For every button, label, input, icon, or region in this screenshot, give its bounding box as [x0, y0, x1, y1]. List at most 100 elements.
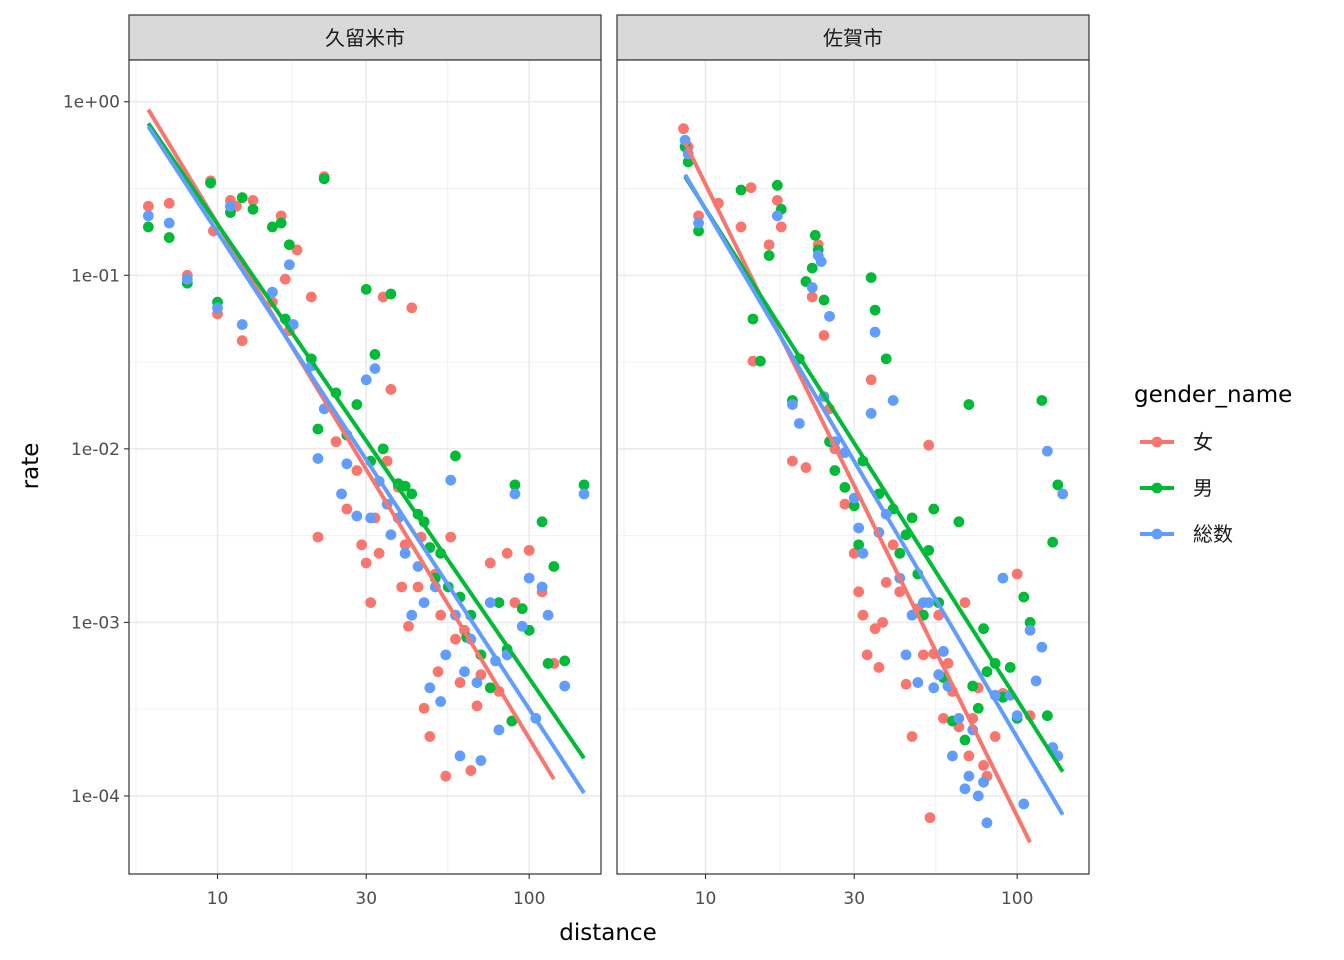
data-point — [247, 203, 259, 215]
data-point — [1041, 710, 1053, 722]
data-point — [924, 812, 936, 824]
data-point — [857, 547, 869, 559]
y-tick-label: 1e-03 — [71, 613, 120, 633]
data-point — [912, 677, 924, 688]
data-point — [771, 210, 783, 222]
data-point — [396, 581, 408, 593]
data-point — [142, 210, 154, 222]
trend-line — [146, 122, 586, 760]
legend-key-point — [1151, 482, 1163, 494]
data-point — [142, 221, 154, 233]
data-point — [336, 488, 347, 500]
data-point — [424, 682, 436, 694]
data-point — [678, 123, 689, 135]
data-point — [829, 465, 841, 476]
data-point — [484, 597, 496, 609]
data-point — [578, 479, 590, 491]
data-point — [351, 510, 363, 522]
data-point — [559, 680, 571, 692]
data-point — [869, 304, 881, 316]
facet-panel: 久留米市 10 30 100 — [128, 14, 602, 909]
data-point — [377, 443, 389, 455]
y-tick-label: 1e-01 — [71, 266, 120, 286]
data-point — [865, 272, 877, 283]
x-axis-title: distance — [559, 920, 656, 946]
gridlines — [617, 60, 1089, 874]
data-point — [450, 633, 461, 645]
data-point — [559, 655, 571, 667]
data-point — [1024, 616, 1036, 628]
data-point — [938, 712, 949, 724]
facet-panel: 佐賀市 10 30 100 — [616, 14, 1090, 909]
data-point — [981, 666, 993, 678]
data-point — [406, 488, 418, 500]
data-point — [839, 498, 851, 510]
data-point — [928, 682, 940, 694]
data-point — [735, 221, 747, 233]
data-point — [440, 649, 452, 661]
series-points — [142, 200, 590, 766]
data-point — [735, 184, 747, 196]
legend-title: gender_name — [1134, 382, 1292, 408]
series-points — [142, 171, 560, 782]
data-point — [693, 225, 704, 237]
trend-line — [683, 175, 1065, 773]
data-point — [775, 221, 787, 233]
data-point — [205, 177, 216, 189]
data-point — [887, 539, 899, 551]
data-point — [972, 702, 984, 714]
data-point — [877, 616, 889, 628]
facet-panels: 久留米市 10 30 100 佐賀市 10 30 100 — [128, 14, 1090, 909]
data-point — [1036, 395, 1048, 406]
data-point — [493, 724, 505, 736]
data-point — [440, 770, 452, 782]
data-point — [445, 474, 457, 486]
data-point — [236, 335, 248, 347]
data-point — [399, 539, 411, 551]
data-point — [771, 179, 783, 191]
data-point — [963, 770, 975, 782]
data-point — [247, 195, 259, 206]
plot-content — [142, 108, 590, 795]
data-point — [953, 516, 965, 528]
data-point — [516, 603, 528, 615]
facet-strip-label: 久留米市 — [325, 26, 405, 50]
data-point — [880, 353, 892, 365]
data-point — [1011, 568, 1023, 580]
data-point — [818, 294, 830, 306]
data-point — [1018, 591, 1030, 603]
gridlines — [129, 60, 601, 874]
data-point — [365, 512, 377, 524]
facet-strip — [616, 14, 1090, 61]
data-point — [341, 458, 353, 470]
data-point — [369, 349, 381, 360]
data-point — [1057, 488, 1069, 500]
panel-border — [128, 59, 602, 875]
data-point — [1011, 710, 1023, 722]
facet-strip-label: 佐賀市 — [823, 26, 883, 50]
data-point — [815, 256, 827, 267]
data-point — [578, 488, 590, 500]
data-point — [360, 283, 372, 295]
data-point — [283, 239, 295, 251]
data-point — [894, 586, 906, 598]
data-point — [861, 649, 873, 661]
data-point — [399, 547, 411, 559]
data-point — [369, 363, 381, 374]
data-point — [163, 217, 175, 229]
data-point — [432, 666, 444, 678]
data-point — [981, 817, 993, 829]
data-point — [1052, 479, 1064, 491]
data-point — [266, 221, 278, 233]
data-point — [959, 734, 971, 746]
data-point — [959, 783, 971, 795]
data-point — [793, 418, 805, 429]
data-point — [450, 450, 461, 462]
data-point — [747, 313, 759, 325]
data-point — [682, 156, 694, 168]
data-point — [406, 302, 418, 314]
data-point — [305, 291, 317, 303]
plot-content — [678, 123, 1069, 844]
